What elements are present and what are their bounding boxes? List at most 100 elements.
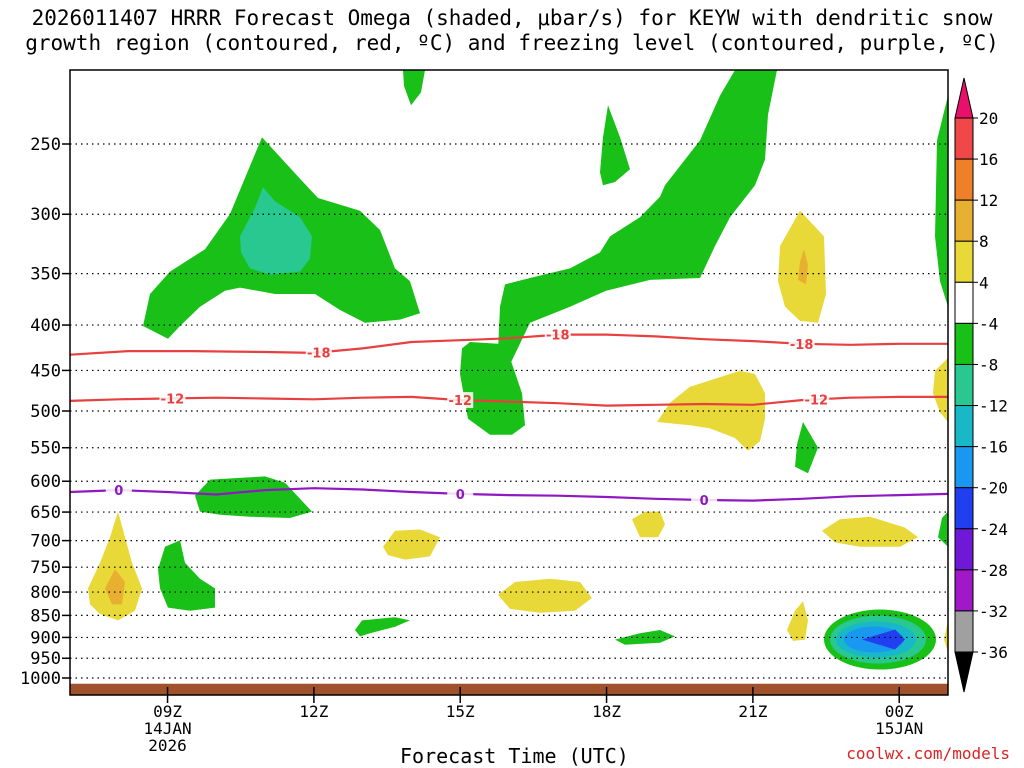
colorbar-label-3: 8 [979, 232, 989, 251]
omega-region-low-center-right-yellow [632, 511, 665, 538]
ytick-label-950: 950 [30, 649, 61, 669]
omega-region-right-edge-low-yellow [944, 620, 948, 653]
ytick-label-700: 700 [30, 532, 61, 552]
omega-region-right-edge-upper [935, 95, 948, 307]
colorbar-segment-9 [954, 487, 974, 530]
contour-label-bg [544, 326, 571, 343]
colorbar-label-10: -24 [979, 520, 1008, 539]
contour-label-0-1: -18 [546, 329, 570, 344]
colorbar-label-6: -8 [979, 355, 998, 374]
contour-label-bg [105, 482, 132, 499]
axes: 2503003504004505005506006507007508008509… [20, 69, 949, 755]
colorbar-segment-4 [954, 281, 974, 324]
contour-label-0-2: -18 [790, 338, 814, 353]
chart-title-line-1: 2026011407 HRRR Forecast Omega (shaded, … [31, 6, 993, 30]
colorbar-segment-5 [954, 322, 974, 365]
omega-region-low-center-yellow-2 [498, 578, 592, 613]
colorbar-segment-3 [954, 240, 974, 283]
omega-region-low-left-green-2 [158, 540, 215, 611]
colorbar-label-0: 20 [979, 109, 998, 128]
omega-region-mid-right-yellow [657, 370, 765, 451]
x-axis-label: Forecast Time (UTC) [400, 744, 629, 768]
colorbar-label-9: -20 [979, 479, 1008, 498]
contour-label-bg [803, 391, 830, 408]
omega-core [862, 629, 905, 650]
omega-region-mid-right-green [795, 422, 818, 474]
colorbar-segment-2 [954, 199, 974, 242]
colorbar-label-13: -36 [979, 643, 1008, 662]
contour-label-2-0: 0 [114, 484, 123, 499]
ytick-label-450: 450 [30, 361, 61, 381]
colorbar-label-8: -16 [979, 438, 1008, 457]
colorbar-segment-12 [954, 610, 974, 653]
colorbar: 20 16 12 8 4 -4 -8 -12 -16 -20 -24 -28 -32 -36 [954, 77, 1008, 693]
omega-region-low-left-green [195, 476, 312, 519]
contour-label-2-1: 0 [456, 488, 465, 503]
xtick-label-5-1: 15JAN [875, 719, 923, 738]
colorbar-segment-8 [954, 446, 974, 489]
contour-label-0-0: -18 [307, 346, 331, 361]
xtick-label-0-1: 14JAN [143, 719, 191, 738]
contour-label-bg [788, 335, 815, 352]
contour-2 [69, 487, 949, 502]
xtick-label-0-0: 09Z [153, 702, 182, 721]
colorbar-segment-11 [954, 569, 974, 612]
omega-region-upper-right-orange [798, 249, 808, 285]
omega-region-low-far-left-orange [105, 569, 125, 605]
omega-region-low-right-yellow-2 [787, 601, 808, 641]
omega-region-top-sliver [403, 70, 425, 106]
ytick-label-500: 500 [30, 402, 61, 422]
xtick-label-0-2: 2026 [148, 736, 187, 755]
omega-region-low-far-left-yellow [88, 511, 142, 621]
ytick-label-550: 550 [30, 439, 61, 459]
colorbar-segment-0 [954, 117, 974, 160]
omega-low-level-strong-upward [824, 609, 936, 670]
xtick-label-1-0: 12Z [299, 702, 328, 721]
ground-surface [70, 683, 948, 695]
colorbar-segment-7 [954, 405, 974, 448]
omega-region-upper-center-small [600, 105, 630, 186]
omega-region-low-center-right-green [615, 630, 675, 645]
ytick-label-900: 900 [30, 628, 61, 648]
chart-title-line-2: growth region (contoured, red, ºC) and f… [25, 31, 999, 55]
colorbar-label-12: -32 [979, 602, 1008, 621]
ytick-label-850: 850 [30, 606, 61, 626]
colorbar-label-1: 16 [979, 150, 998, 169]
colorbar-segment-6 [954, 363, 974, 407]
plot-frame [69, 69, 949, 696]
colorbar-label-5: -4 [979, 314, 998, 333]
colorbar-bottom-arrow [954, 651, 974, 693]
ytick-label-250: 250 [30, 135, 61, 155]
site-credit[interactable]: coolwx.com/models [846, 744, 1010, 763]
ytick-label-400: 400 [30, 316, 61, 336]
omega-region-upper-left-core [240, 187, 312, 275]
omega-region-right-edge-mid [933, 358, 948, 423]
omega-shading [88, 70, 948, 653]
colorbar-segment-1 [954, 158, 974, 201]
contour-label-2-2: 0 [700, 494, 709, 509]
pressure-gridlines [70, 143, 948, 695]
contour-label-1-1: -12 [448, 394, 472, 409]
colorbar-label-11: -28 [979, 561, 1008, 580]
ytick-label-600: 600 [30, 472, 61, 492]
contour-label-1-0: -12 [161, 392, 185, 407]
xtick-label-5-0: 00Z [885, 702, 914, 721]
ytick-label-750: 750 [30, 558, 61, 578]
contour-1 [69, 395, 948, 407]
contour-label-bg [447, 485, 474, 502]
omega-region-mid-center [460, 342, 525, 435]
xtick-label-4-0: 21Z [738, 702, 767, 721]
colorbar-top-arrow [954, 77, 974, 119]
omega-region-low-right-yellow [822, 516, 918, 547]
ytick-label-1000: 1000 [20, 669, 61, 689]
contour-label-bg [447, 392, 474, 409]
omega-region-right-edge-low-green [938, 511, 948, 547]
colorbar-label-2: 12 [979, 191, 998, 210]
contour-label-bg [305, 344, 332, 361]
xtick-label-3-0: 18Z [592, 702, 621, 721]
omega-region-low-center-yellow [383, 529, 440, 560]
ytick-label-350: 350 [30, 265, 61, 285]
colorbar-label-7: -12 [979, 397, 1008, 416]
omega-region-low-center-green [355, 617, 410, 637]
